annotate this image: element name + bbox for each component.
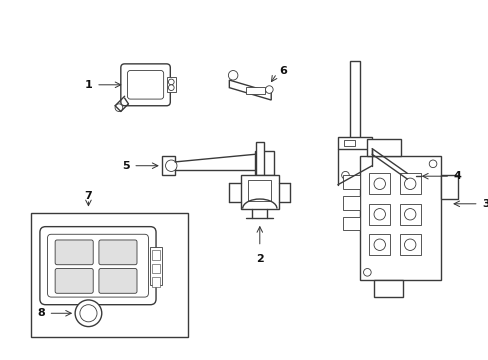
Bar	[366, 139, 400, 156]
FancyBboxPatch shape	[99, 240, 137, 265]
Bar	[245, 87, 264, 94]
FancyBboxPatch shape	[99, 269, 137, 293]
Bar	[240, 175, 278, 208]
FancyBboxPatch shape	[40, 227, 156, 305]
Text: 3: 3	[482, 199, 488, 209]
Bar	[368, 173, 389, 194]
Bar	[342, 175, 359, 189]
Text: 1: 1	[84, 80, 92, 90]
FancyBboxPatch shape	[127, 71, 163, 99]
Circle shape	[228, 71, 238, 80]
Bar	[255, 152, 273, 175]
Circle shape	[402, 170, 415, 183]
Bar	[359, 156, 440, 280]
Circle shape	[168, 79, 174, 85]
Circle shape	[115, 104, 122, 112]
Text: 2: 2	[255, 254, 263, 264]
Bar	[166, 77, 176, 93]
Circle shape	[75, 300, 102, 327]
FancyBboxPatch shape	[55, 269, 93, 293]
Bar	[368, 204, 389, 225]
Circle shape	[373, 208, 385, 220]
Text: 4: 4	[453, 171, 461, 181]
Text: 7: 7	[84, 191, 92, 201]
FancyBboxPatch shape	[121, 64, 170, 106]
Bar	[399, 204, 420, 225]
Bar	[349, 61, 359, 142]
Bar	[343, 140, 354, 146]
Circle shape	[373, 239, 385, 251]
Bar	[248, 180, 271, 201]
Circle shape	[418, 172, 426, 180]
Bar	[255, 142, 263, 175]
Circle shape	[165, 160, 177, 171]
Circle shape	[168, 85, 174, 90]
Circle shape	[80, 305, 97, 322]
Circle shape	[363, 269, 370, 276]
Circle shape	[404, 178, 415, 189]
Bar	[342, 217, 359, 230]
FancyBboxPatch shape	[47, 234, 148, 297]
Polygon shape	[229, 80, 271, 100]
Bar	[342, 196, 359, 210]
Circle shape	[373, 178, 385, 189]
Text: 6: 6	[278, 66, 286, 76]
Bar	[152, 251, 160, 260]
Bar	[152, 277, 160, 287]
Circle shape	[428, 160, 436, 168]
Text: 8: 8	[37, 308, 44, 318]
Bar	[399, 234, 420, 255]
Bar	[152, 264, 160, 273]
Bar	[150, 247, 162, 285]
Circle shape	[265, 86, 273, 93]
Circle shape	[404, 239, 415, 251]
Text: 5: 5	[122, 161, 129, 171]
Circle shape	[404, 208, 415, 220]
Bar	[337, 137, 371, 149]
Bar	[373, 280, 402, 297]
Circle shape	[341, 171, 348, 179]
FancyBboxPatch shape	[55, 240, 93, 265]
Bar	[399, 173, 420, 194]
Bar	[162, 156, 175, 175]
Bar	[440, 175, 457, 199]
Bar	[31, 213, 188, 337]
Bar	[368, 234, 389, 255]
